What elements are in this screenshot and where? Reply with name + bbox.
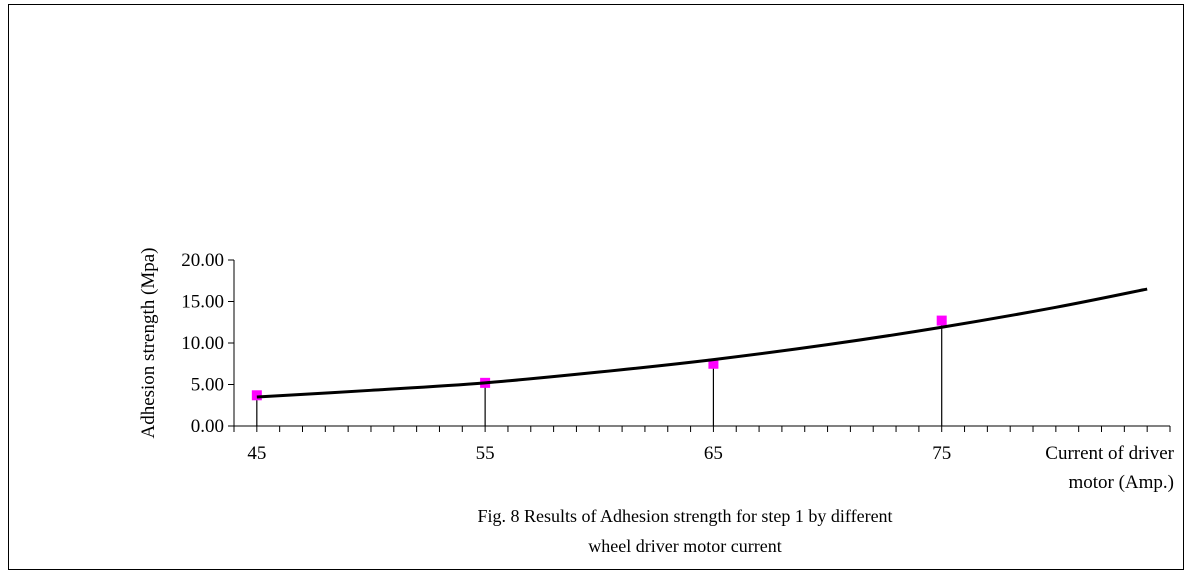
data-point — [936, 315, 947, 326]
x-axis-title-line2: motor (Amp.) — [1068, 472, 1174, 493]
y-tick-label: 0.00 — [191, 416, 224, 437]
figure-caption-line1: Fig. 8 Results of Adhesion strength for … — [477, 506, 892, 526]
figure-caption-line2: wheel driver motor current — [588, 536, 781, 556]
y-tick-label: 5.00 — [191, 375, 224, 396]
y-tick-label: 10.00 — [181, 333, 224, 354]
y-tick-label: 20.00 — [181, 250, 224, 271]
x-tick-label: 55 — [476, 443, 495, 464]
x-tick-label: 45 — [247, 443, 266, 464]
x-tick-label: 75 — [932, 443, 951, 464]
data-point — [708, 358, 719, 369]
x-tick-label: 65 — [704, 443, 723, 464]
axes: 0.00 5.00 10.00 15.00 20.00 45 55 65 75 — [181, 250, 1171, 464]
chart-frame — [8, 4, 1184, 570]
y-tick-label: 15.00 — [181, 292, 224, 313]
chart-marks — [251, 287, 1148, 426]
y-axis-title: Adhesion strength (Mpa) — [138, 247, 159, 438]
trend-line — [256, 287, 1148, 399]
data-point — [251, 390, 262, 401]
x-axis-title-line1: Current of driver — [1045, 443, 1174, 464]
